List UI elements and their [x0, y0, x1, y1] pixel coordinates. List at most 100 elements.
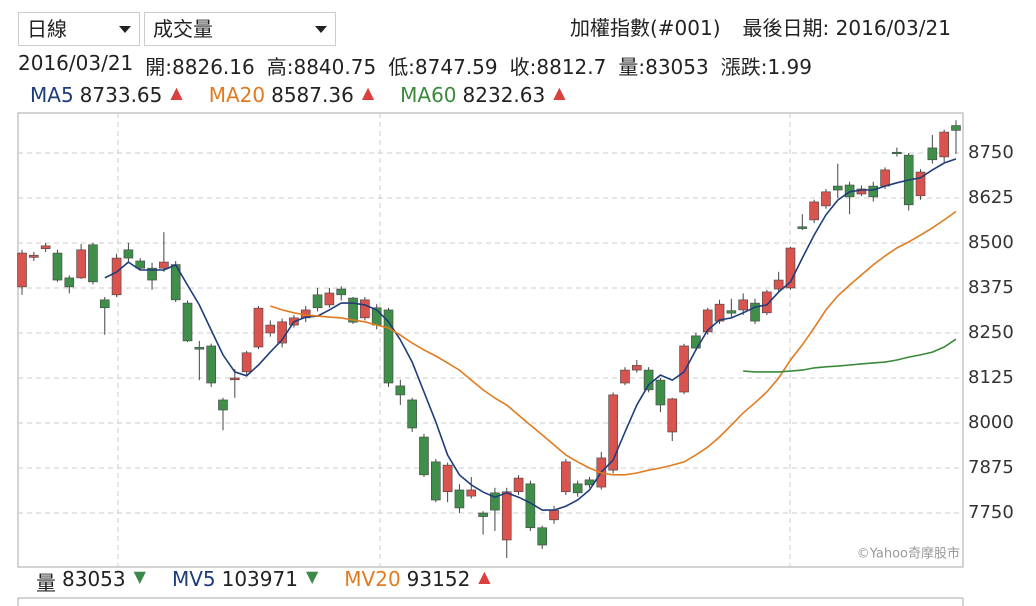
index-name: 加權指數(#001)	[570, 16, 721, 40]
volume-legend-arrow: ▼	[133, 567, 146, 586]
legend-name: MA60	[400, 83, 457, 107]
header-right: 加權指數(#001) 最後日期: 2016/03/21	[570, 12, 963, 41]
candle-body	[549, 509, 559, 521]
candle-body	[324, 292, 335, 306]
legend-arrow: ▲	[553, 83, 566, 102]
candle-body	[773, 279, 784, 290]
candle-body	[111, 257, 122, 296]
candle-body	[667, 398, 678, 433]
indicator-value: 成交量	[153, 17, 213, 41]
candle-body	[868, 185, 879, 198]
info-item: 2016/03/21	[18, 51, 134, 75]
candle-body	[265, 324, 276, 334]
y-tick-label: 8625	[968, 187, 1014, 208]
period-value: 日線	[27, 17, 67, 41]
volume-legend: 量 83053 ▼ MV5 103971 ▼ MV20 93152 ▲	[36, 567, 517, 596]
info-item: 收:8812.7	[509, 55, 607, 79]
candle-body	[832, 185, 843, 191]
candle-body	[892, 151, 902, 155]
candle-body	[679, 345, 689, 393]
volume-legend-arrow: ▼	[305, 567, 319, 586]
info-row: 2016/03/21 開:8826.16 高:8840.75 低:8747.59 收:8…	[18, 51, 824, 80]
candle-body	[821, 191, 831, 207]
watermark: ©Yahoo奇摩股市	[857, 546, 960, 562]
candle-body	[915, 171, 926, 197]
volume-legend-name: MV5	[171, 567, 216, 591]
candle-body	[608, 394, 618, 471]
legend-name: MA20	[208, 83, 266, 107]
candle-body	[230, 377, 240, 381]
candle-body	[714, 303, 725, 322]
candle-body	[939, 131, 949, 158]
candle-body	[466, 489, 477, 497]
candle-body	[762, 291, 772, 314]
candle-body	[691, 335, 701, 349]
candle-body	[29, 254, 39, 258]
volume-legend-value: 93152	[406, 567, 471, 591]
candle-body	[620, 369, 630, 384]
candle-body	[785, 247, 796, 289]
candle-body	[218, 399, 228, 411]
candle-body	[312, 294, 323, 309]
candle-body	[572, 483, 583, 494]
y-tick-label: 8500	[968, 232, 1014, 253]
legend-value: 8232.63	[462, 83, 546, 107]
candle-body	[454, 489, 465, 509]
candle-body	[537, 527, 548, 546]
indicator-dropdown[interactable]: 成交量	[144, 12, 336, 46]
candle-body	[442, 464, 453, 493]
y-tick-label: 8750	[968, 142, 1014, 163]
candle-body	[383, 309, 394, 384]
y-tick-label: 8250	[968, 322, 1014, 343]
candle-body	[360, 299, 370, 319]
volume-legend-value: 83053	[62, 567, 126, 591]
ma-line	[104, 158, 957, 511]
candle-body	[40, 245, 51, 250]
candle-body	[702, 309, 713, 333]
candle-body	[194, 347, 205, 350]
candle-body	[478, 512, 488, 517]
ma-legend: MA5 8733.65 ▲ MA20 8587.36 ▲ MA60 8232.63 ▲	[30, 83, 592, 107]
info-item: 量:83053	[618, 55, 709, 79]
candle-body	[159, 261, 169, 269]
candle-body	[631, 365, 642, 371]
period-dropdown[interactable]: 日線	[18, 12, 140, 46]
candle-body	[726, 310, 737, 314]
candle-body	[501, 491, 512, 541]
candle-body	[88, 244, 98, 283]
legend-arrow: ▲	[361, 83, 375, 102]
candle-body	[490, 492, 500, 511]
candle-body	[241, 352, 252, 373]
info-item: 低:8747.59	[388, 55, 498, 79]
candle-body	[17, 252, 27, 288]
legend-name: MA5	[30, 83, 74, 107]
info-item: 高:8840.75	[266, 55, 377, 79]
dropdown-caret	[119, 26, 131, 33]
candle-body	[135, 260, 146, 269]
candle-body	[655, 379, 666, 406]
candle-body	[561, 461, 571, 493]
candle-body	[643, 369, 654, 391]
candle-body	[880, 169, 890, 187]
ma-line	[270, 210, 957, 476]
y-tick-label: 8375	[968, 277, 1014, 298]
candle-body	[52, 252, 63, 281]
candle-body	[336, 288, 347, 296]
candle-body	[738, 299, 748, 311]
candle-body	[182, 302, 193, 342]
candle-body	[525, 483, 536, 529]
candle-body	[206, 345, 216, 384]
dropdown-caret	[315, 26, 327, 33]
volume-legend-name: 量	[36, 571, 56, 595]
last-date: 最後日期: 2016/03/21	[742, 16, 951, 40]
candle-body	[419, 436, 429, 476]
volume-legend-arrow: ▲	[478, 567, 491, 586]
y-tick-label: 8000	[968, 412, 1014, 433]
ma-line	[743, 338, 957, 373]
candle-body	[407, 399, 417, 429]
candles	[17, 120, 961, 558]
y-tick-label: 7875	[968, 457, 1014, 478]
volume-legend-name: MV20	[344, 567, 401, 591]
y-tick-label: 8125	[968, 367, 1014, 388]
